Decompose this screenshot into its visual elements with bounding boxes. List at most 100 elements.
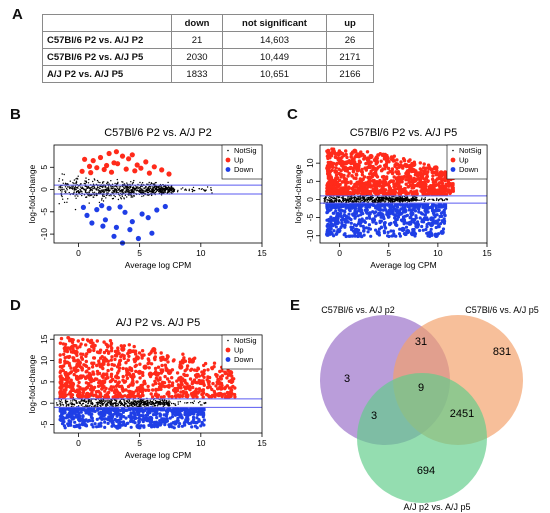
down-point	[361, 224, 365, 228]
notsig-point	[167, 181, 169, 184]
up-point	[103, 356, 107, 360]
notsig-point	[93, 187, 95, 189]
notsig-point	[110, 403, 112, 405]
up-point	[96, 395, 100, 399]
notsig-point	[99, 187, 101, 190]
up-point	[202, 375, 206, 379]
notsig-point	[199, 400, 201, 403]
up-point	[81, 352, 85, 356]
notsig-point	[121, 188, 123, 191]
up-point	[121, 374, 125, 379]
notsig-point	[148, 188, 151, 191]
notsig-point	[104, 402, 106, 404]
up-point	[66, 372, 71, 376]
down-point	[423, 213, 427, 217]
notsig-point	[143, 187, 145, 189]
notsig-point	[72, 182, 74, 184]
up-point	[59, 364, 64, 369]
notsig-point	[381, 198, 383, 201]
up-point	[59, 393, 63, 397]
down-point	[348, 209, 352, 213]
down-point	[356, 214, 360, 218]
down-point	[334, 225, 338, 229]
notsig-point	[110, 185, 112, 188]
up-point	[158, 377, 162, 382]
up-point	[79, 168, 85, 174]
notsig-point	[370, 198, 372, 201]
up-point	[187, 357, 192, 361]
down-point	[389, 208, 393, 212]
notsig-point	[61, 173, 63, 175]
down-point	[374, 221, 378, 225]
down-point	[421, 228, 425, 232]
up-point	[90, 392, 94, 396]
up-point	[195, 381, 199, 385]
notsig-point	[130, 196, 132, 198]
notsig-point	[199, 404, 202, 406]
notsig-point	[128, 399, 131, 401]
notsig-point	[157, 402, 159, 404]
up-point	[397, 179, 402, 184]
up-point	[415, 191, 419, 196]
up-point	[97, 154, 104, 161]
up-point	[368, 172, 372, 176]
up-point	[440, 181, 445, 186]
notsig-point	[351, 201, 354, 203]
notsig-point	[325, 197, 327, 200]
notsig-point	[85, 180, 88, 182]
point-cloud	[58, 173, 213, 211]
legend-marker-up	[450, 157, 456, 163]
notsig-point	[59, 400, 62, 403]
up-point	[334, 166, 338, 170]
notsig-point	[383, 198, 385, 200]
up-point	[417, 172, 422, 176]
up-point	[174, 395, 178, 399]
down-point	[367, 223, 371, 227]
notsig-point	[357, 198, 359, 200]
up-point	[59, 386, 63, 390]
up-point	[202, 368, 207, 373]
up-point	[160, 355, 164, 360]
up-point	[410, 179, 415, 183]
down-point	[365, 216, 369, 220]
up-point	[68, 339, 72, 343]
up-point	[106, 150, 112, 157]
down-point	[366, 230, 370, 234]
notsig-point	[69, 187, 71, 190]
notsig-point	[133, 192, 135, 194]
down-point	[380, 203, 384, 207]
up-point	[388, 186, 393, 191]
notsig-point	[170, 188, 172, 190]
notsig-point	[177, 189, 179, 192]
notsig-point	[168, 189, 170, 191]
down-point	[439, 229, 445, 235]
notsig-point	[110, 187, 112, 189]
up-point	[109, 374, 114, 379]
up-point	[371, 167, 375, 172]
table-header-ns: not significant	[222, 14, 327, 32]
notsig-point	[405, 196, 407, 199]
notsig-point	[192, 189, 194, 192]
notsig-point	[143, 401, 146, 403]
up-point	[359, 183, 364, 187]
notsig-point	[350, 198, 352, 200]
up-point	[151, 383, 155, 387]
plot-frame	[53, 144, 263, 244]
up-point	[182, 372, 186, 377]
up-point	[124, 361, 128, 365]
up-point	[152, 371, 157, 376]
notsig-point	[399, 201, 401, 203]
up-point	[335, 161, 339, 166]
notsig-point	[122, 404, 124, 406]
up-point	[349, 155, 353, 159]
notsig-point	[85, 188, 87, 190]
notsig-point	[158, 190, 160, 192]
up-point	[340, 155, 344, 159]
up-point	[378, 190, 382, 195]
y-tick-label: -10	[305, 229, 315, 242]
notsig-point	[119, 195, 121, 197]
up-point	[399, 175, 403, 179]
notsig-point	[415, 198, 417, 200]
notsig-point	[191, 188, 193, 191]
x-tick-label: 0	[337, 248, 342, 258]
